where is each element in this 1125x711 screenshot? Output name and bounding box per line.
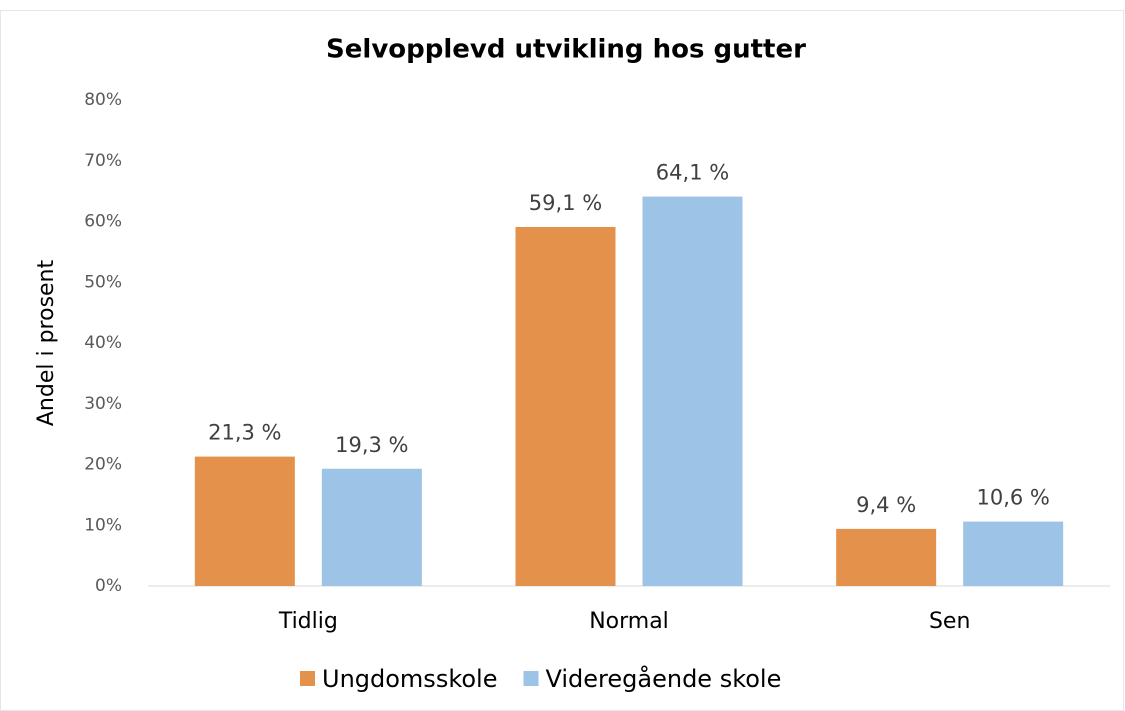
legend-swatch <box>523 671 539 686</box>
x-tick-label: Tidlig <box>278 609 338 634</box>
bar <box>963 521 1064 586</box>
value-label: 21,3 % <box>208 421 281 445</box>
legend-swatch <box>300 671 315 686</box>
value-label: 64,1 % <box>656 161 729 185</box>
value-label: 9,4 % <box>856 493 916 517</box>
y-tick-label: 70% <box>84 151 122 171</box>
chart-title: Selvopplevd utvikling hos gutter <box>326 35 806 65</box>
value-label: 59,1 % <box>529 191 602 215</box>
y-tick-label: 30% <box>84 394 122 414</box>
x-tick-label: Normal <box>589 609 669 634</box>
y-tick-label: 20% <box>84 455 122 475</box>
bar <box>321 468 422 586</box>
bar <box>642 196 743 586</box>
y-tick-label: 10% <box>84 515 122 535</box>
y-axis-label: Andel i prosent <box>34 260 59 427</box>
y-tick-label: 0% <box>95 576 122 596</box>
value-label: 19,3 % <box>335 433 408 457</box>
value-label: 10,6 % <box>976 486 1049 510</box>
x-tick-label: Sen <box>929 609 970 634</box>
y-tick-label: 40% <box>84 333 122 353</box>
legend-label: Videregående skole <box>545 664 781 693</box>
y-tick-label: 50% <box>84 272 122 292</box>
bar <box>194 456 295 586</box>
y-tick-label: 80% <box>84 90 122 110</box>
y-tick-label: 60% <box>84 212 122 232</box>
bar <box>836 528 937 586</box>
legend-label: Ungdomsskole <box>322 665 497 693</box>
bar <box>515 226 616 586</box>
